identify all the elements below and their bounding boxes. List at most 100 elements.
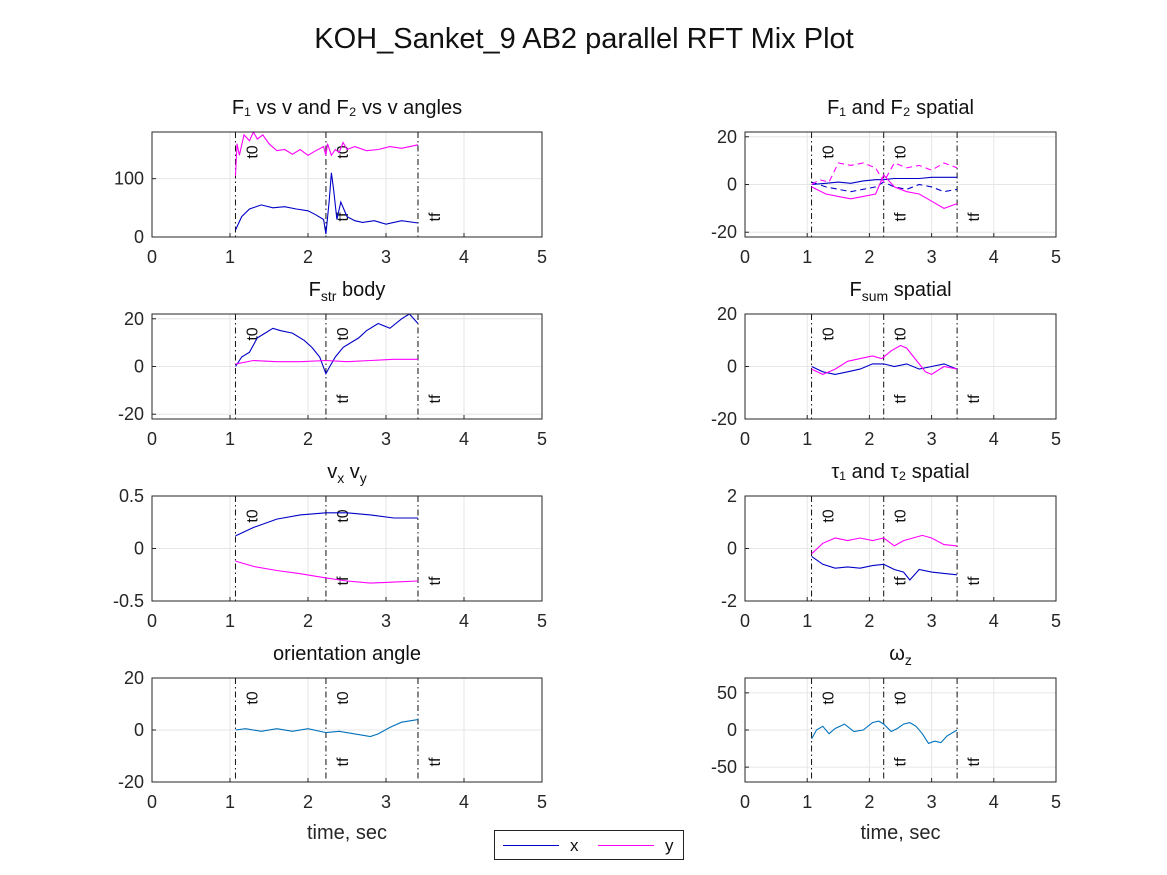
y-tick-label: 0 <box>134 357 144 377</box>
series-line-3 <box>811 173 958 210</box>
marker-label-tf: tf <box>335 394 352 403</box>
series-line-1 <box>811 176 958 186</box>
marker-label-t0: t0 <box>821 691 838 704</box>
marker-label-tf: tf <box>893 576 910 585</box>
subplot-title: orientation angle <box>273 643 421 665</box>
series-line-1 <box>811 720 958 745</box>
y-tick-label: 100 <box>114 169 144 189</box>
x-tick-label: 0 <box>147 792 157 812</box>
marker-label-t0: t0 <box>335 691 352 704</box>
x-axis-label: time, sec <box>307 822 387 844</box>
series-line-1 <box>811 363 958 375</box>
x-tick-label: 3 <box>381 247 391 267</box>
x-tick-label: 1 <box>802 247 812 267</box>
x-tick-label: 5 <box>1051 247 1061 267</box>
legend-label-y: y <box>665 836 674 855</box>
marker-label-t0: t0 <box>335 509 352 522</box>
axes-frame <box>151 131 543 238</box>
x-tick-label: 1 <box>225 429 235 449</box>
x-tick-label: 2 <box>303 792 313 812</box>
figure-title: KOH_Sanket_9 AB2 parallel RFT Mix Plot <box>314 23 853 55</box>
x-tick-label: 0 <box>740 247 750 267</box>
series-line-2 <box>811 534 958 555</box>
legend: x y <box>494 830 684 860</box>
x-tick-label: 5 <box>537 611 547 631</box>
marker-label-t0: t0 <box>244 509 261 522</box>
y-tick-label: -0.5 <box>113 591 144 611</box>
x-tick-label: 2 <box>864 792 874 812</box>
series-line-1 <box>235 313 419 376</box>
x-tick-label: 1 <box>802 611 812 631</box>
x-tick-label: 3 <box>927 792 937 812</box>
x-tick-label: 4 <box>459 247 469 267</box>
y-tick-label: -20 <box>118 404 144 424</box>
x-tick-label: 5 <box>537 429 547 449</box>
marker-label-t0: t0 <box>821 145 838 158</box>
x-tick-label: 3 <box>381 792 391 812</box>
legend-label-x: x <box>570 836 579 855</box>
y-tick-label: 0 <box>727 175 737 195</box>
x-tick-label: 3 <box>381 611 391 631</box>
marker-label-t0: t0 <box>244 145 261 158</box>
x-tick-label: 3 <box>927 247 937 267</box>
y-tick-label: 0 <box>727 357 737 377</box>
series-line-2 <box>811 344 958 376</box>
x-axis-label: time, sec <box>860 822 940 844</box>
marker-label-t0: t0 <box>821 327 838 340</box>
x-tick-label: 2 <box>303 247 313 267</box>
x-tick-label: 1 <box>225 247 235 267</box>
y-tick-label: 0 <box>134 720 144 740</box>
x-tick-label: 2 <box>864 611 874 631</box>
legend-line-x <box>503 845 559 846</box>
x-tick-label: 4 <box>989 247 999 267</box>
x-tick-label: 0 <box>147 611 157 631</box>
x-tick-label: 1 <box>225 792 235 812</box>
y-tick-label: 0 <box>727 720 737 740</box>
x-tick-label: 5 <box>1051 792 1061 812</box>
x-tick-label: 0 <box>147 247 157 267</box>
x-tick-label: 2 <box>864 429 874 449</box>
y-tick-label: 0.5 <box>119 486 144 506</box>
x-tick-label: 3 <box>927 611 937 631</box>
marker-label-t0: t0 <box>244 691 261 704</box>
marker-label-t0: t0 <box>244 327 261 340</box>
subplot-title: Fsum​ spatial <box>849 279 951 304</box>
y-tick-label: -2 <box>721 591 737 611</box>
marker-label-t0: t0 <box>335 145 352 158</box>
x-tick-label: 5 <box>1051 611 1061 631</box>
series-line-2 <box>234 130 419 176</box>
x-tick-label: 4 <box>989 611 999 631</box>
marker-label-tf: tf <box>893 212 910 221</box>
subplot-title: F₁ vs v and F₂ vs v angles <box>232 97 462 119</box>
subplot-1: t0 t0 tf tf 0 1 2 3 4 5 0 100 F₁ vs v and F₂ vs v an… <box>114 97 547 267</box>
x-tick-label: 3 <box>927 429 937 449</box>
x-tick-label: 0 <box>740 792 750 812</box>
marker-label-t0: t0 <box>335 327 352 340</box>
y-tick-label: 50 <box>717 683 737 703</box>
series-line-4 <box>811 162 958 185</box>
x-tick-label: 4 <box>459 792 469 812</box>
marker-label-tf: tf <box>427 576 444 585</box>
marker-label-tf: tf <box>966 212 983 221</box>
marker-label-tf: tf <box>893 394 910 403</box>
x-tick-label: 4 <box>459 611 469 631</box>
x-tick-label: 5 <box>537 247 547 267</box>
series-line-1 <box>235 719 419 738</box>
subplot-title: vx​ vy​ <box>327 461 367 486</box>
y-tick-label: 20 <box>124 309 144 329</box>
y-tick-label: 20 <box>124 668 144 688</box>
marker-label-tf: tf <box>427 757 444 766</box>
y-tick-label: 0 <box>134 227 144 247</box>
x-tick-label: 0 <box>147 429 157 449</box>
x-tick-label: 3 <box>381 429 391 449</box>
y-tick-label: -50 <box>711 757 737 777</box>
x-tick-label: 0 <box>740 429 750 449</box>
x-tick-label: 0 <box>740 611 750 631</box>
